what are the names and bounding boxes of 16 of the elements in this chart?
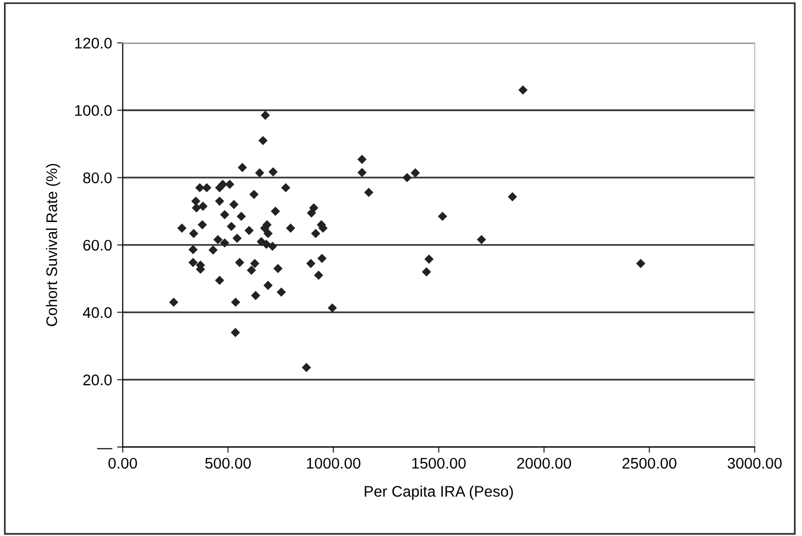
x-tick-label: 500.00: [205, 458, 251, 469]
x-tick-label: 3000.00: [728, 458, 782, 469]
y-tick-label: 40.0: [82, 307, 112, 318]
x-tick-label: 1500.00: [412, 458, 466, 469]
y-tick-label: 80.0: [83, 172, 112, 184]
y-tick-label: 120.0: [75, 38, 112, 49]
x-axis-title: Per Capita IRA (Peso): [364, 486, 513, 500]
y-tick-label: 60.0: [83, 240, 112, 251]
y-tick-label: 100.0: [75, 105, 112, 116]
x-tick-label: 0.00: [108, 458, 137, 469]
y-tick-label: 20.0: [83, 374, 112, 386]
x-tick-label: 2000.00: [517, 458, 572, 469]
x-tick-label: 1000.00: [306, 458, 360, 469]
x-tick-label: 2500.00: [622, 458, 676, 469]
y-axis-title: Cohort Suvival Rate (%): [46, 164, 60, 326]
y-tick-label: —: [97, 448, 112, 450]
